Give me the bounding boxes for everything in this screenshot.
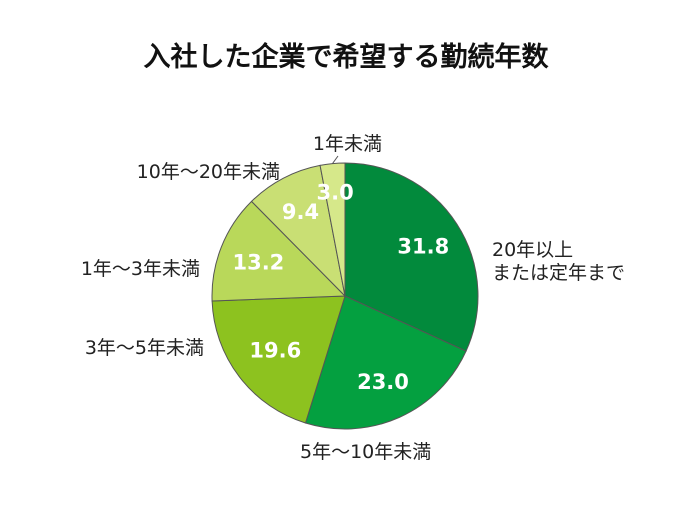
value-labels: 31.8 23.0 19.6 13.2 9.43.0 xyxy=(232,180,449,394)
slice-category-label: 10年～20年未満 xyxy=(137,161,280,183)
slice-category-label: 1年未満 xyxy=(313,133,382,155)
pie-slice xyxy=(319,162,346,297)
leader-lines xyxy=(332,155,339,164)
category-label-line: 10年～20年未満 xyxy=(137,161,280,183)
chart-title: 入社した企業で希望する勤続年数 xyxy=(144,41,550,73)
category-label-line: 20年以上 xyxy=(492,239,573,261)
category-label-line: 1年～3年未満 xyxy=(81,258,200,280)
slice-category-label: 1年～3年未満 xyxy=(81,258,200,280)
leader-line xyxy=(332,155,339,164)
slice-category-label: 5年～10年未満 xyxy=(300,441,431,463)
pie-slice xyxy=(304,295,467,430)
category-label-line: 3年～5年未満 xyxy=(85,337,204,359)
slice-value-label: 23.0 xyxy=(357,370,409,394)
slice-value-label: 3.0 xyxy=(316,180,353,204)
pie-slice xyxy=(250,164,346,298)
slice-category-label: 3年～5年未満 xyxy=(85,337,204,359)
pie-slice xyxy=(211,295,346,424)
slice-value-label: 19.6 xyxy=(249,338,301,362)
category-label-line: または定年まで xyxy=(492,262,625,284)
category-label-line: 5年～10年未満 xyxy=(300,441,431,463)
slice-category-label: 20年以上または定年まで xyxy=(492,239,625,284)
pie-slice xyxy=(344,162,479,352)
slice-value-label: 13.2 xyxy=(232,251,284,275)
pie-slice xyxy=(211,200,347,302)
pie-slices xyxy=(211,162,479,430)
category-label-line: 1年未満 xyxy=(313,133,382,155)
category-labels: 20年以上または定年まで 5年～10年未満 3年～5年未満 1年～3年未満 10年～20… xyxy=(81,133,625,463)
slice-value-label: 31.8 xyxy=(397,235,449,259)
slice-value-label: 9.4 xyxy=(282,200,319,224)
